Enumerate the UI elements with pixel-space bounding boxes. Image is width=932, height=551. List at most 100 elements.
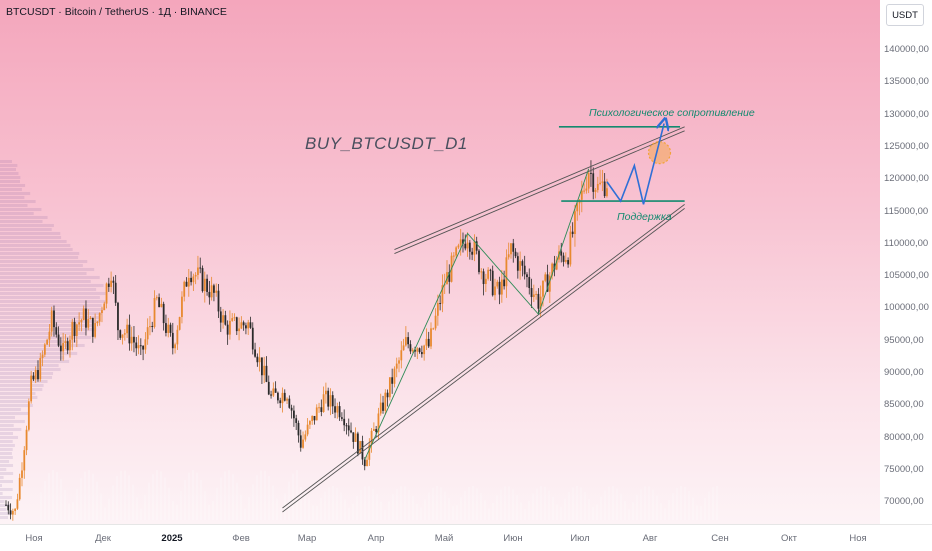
volume-profile-bar — [0, 492, 3, 495]
volume-profile-bar — [0, 476, 4, 479]
volume-bar — [388, 501, 390, 520]
volume-bar — [456, 505, 458, 520]
candle-body — [398, 360, 400, 364]
price-axis-label: 95000,00 — [884, 334, 924, 346]
candle-body — [199, 267, 202, 269]
volume-profile-bar — [0, 468, 7, 471]
candle-body — [411, 349, 414, 352]
price-axis-label: 110000,00 — [884, 237, 929, 249]
volume-profile-bar — [0, 336, 92, 339]
volume-profile-bar — [0, 428, 22, 431]
volume-bar — [164, 477, 166, 520]
volume-bar — [652, 489, 654, 520]
candle-body — [23, 450, 26, 471]
volume-bar — [284, 493, 286, 520]
candle-body — [203, 278, 206, 292]
volume-bar — [688, 491, 690, 520]
candle-body — [471, 251, 474, 255]
volume-bar — [420, 507, 422, 520]
volume-bar — [328, 487, 330, 520]
candle-body — [590, 172, 592, 174]
candle-body — [548, 275, 551, 292]
volume-profile-bar — [0, 424, 14, 427]
candle-body — [121, 334, 124, 338]
candle-body — [233, 317, 236, 319]
chart-area[interactable]: BTCUSDT · Bitcoin / TetherUS · 1Д · BINA… — [0, 0, 880, 524]
candle-body — [299, 435, 302, 448]
volume-bar — [416, 503, 418, 520]
candle-body — [475, 241, 478, 251]
candle-body — [507, 254, 510, 258]
candle-body — [395, 363, 398, 369]
volume-bar — [252, 484, 254, 520]
candle-body — [258, 357, 261, 363]
volume-bar — [464, 490, 466, 520]
volume-bar — [572, 487, 574, 520]
volume-profile-bar — [0, 264, 83, 267]
candle-body — [242, 322, 245, 326]
volume-profile-bar — [0, 300, 106, 303]
resistance-label: Психологическое сопротивление — [589, 107, 755, 119]
candle-body — [256, 356, 259, 363]
candle-body — [498, 281, 501, 295]
volume-profile-bar — [0, 388, 43, 391]
volume-profile-bar — [0, 328, 97, 331]
candle-body — [174, 344, 176, 349]
volume-bar — [308, 497, 310, 520]
candle-body — [304, 434, 307, 440]
volume-bar — [272, 485, 274, 520]
candle-body — [295, 418, 298, 423]
volume-bar — [244, 508, 246, 520]
volume-bar — [148, 482, 150, 520]
volume-bar — [80, 478, 82, 520]
price-axis[interactable]: 140000,00 135000,00 130000,00 125000,00 1200… — [880, 0, 932, 524]
volume-bar — [192, 470, 194, 520]
price-axis-label: 90000,00 — [884, 367, 924, 378]
candle-body — [576, 203, 579, 212]
candle-body — [114, 282, 117, 303]
volume-profile-bar — [0, 368, 61, 371]
volume-bar — [140, 508, 142, 520]
candle-body — [560, 251, 563, 256]
volume-bar — [280, 507, 282, 520]
candle-body — [103, 303, 106, 311]
volume-profile-bar — [0, 464, 14, 467]
candle-body — [27, 401, 30, 430]
volume-bar — [620, 493, 622, 520]
candle-body — [165, 323, 167, 333]
volume-bar — [44, 480, 46, 520]
volume-bar — [640, 489, 642, 520]
currency-button[interactable]: USDT — [886, 4, 924, 26]
candle-body — [368, 444, 371, 460]
volume-bar — [152, 474, 154, 520]
volume-bar — [660, 503, 662, 520]
candle-body — [514, 251, 517, 257]
volume-bar — [396, 488, 398, 520]
candle-body — [542, 280, 544, 297]
candle-body — [580, 190, 583, 200]
volume-bar — [608, 486, 610, 520]
candle-body — [158, 297, 160, 308]
candle-body — [425, 338, 428, 346]
candle-body — [370, 430, 373, 445]
candle-body — [386, 392, 389, 398]
candle-body — [480, 271, 483, 273]
price-chart[interactable] — [0, 0, 880, 524]
volume-profile-bar — [0, 348, 70, 351]
volume-profile-bar — [0, 236, 62, 239]
candle-body — [555, 259, 558, 270]
volume-profile-bar — [0, 508, 7, 511]
candle-body — [379, 402, 382, 414]
volume-profile-bar — [0, 296, 100, 299]
candle-body — [64, 341, 67, 344]
candle-body — [185, 281, 188, 287]
price-axis-label: 125000,00 — [884, 140, 929, 152]
time-axis[interactable]: Ноя Дек 2025 Фев Мар Апр Май Июн Июл Авг Сен Окт Ноя — [0, 524, 932, 551]
candle-body — [393, 368, 396, 384]
candle-body — [409, 344, 412, 352]
candle-body — [523, 265, 526, 275]
candle-body — [377, 413, 380, 433]
volume-profile-bar — [0, 484, 2, 487]
candle-body — [491, 270, 494, 296]
candle-body — [219, 311, 222, 323]
